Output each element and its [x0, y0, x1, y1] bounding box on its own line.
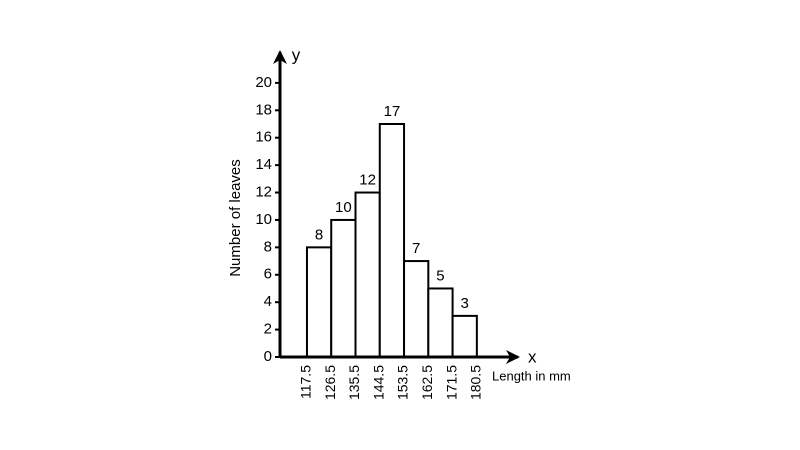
y-tick-label: 14 [255, 156, 272, 173]
y-tick-label: 10 [255, 211, 272, 228]
y-axis-label: Number of leaves [227, 159, 244, 277]
y-axis-name: y [292, 45, 301, 64]
x-tick-label: 144.5 [370, 365, 386, 400]
bar [330, 218, 357, 358]
x-tick-label: 180.5 [468, 365, 484, 400]
x-axis-name: x [528, 347, 537, 366]
y-tick-label: 12 [255, 184, 272, 201]
y-tick-label: 18 [255, 101, 272, 118]
bar [403, 260, 430, 358]
y-tick-label: 8 [264, 238, 272, 255]
bar [378, 123, 406, 358]
y-tick-label: 0 [264, 348, 272, 365]
x-tick-label: 135.5 [346, 365, 362, 400]
x-tick-label: 117.5 [298, 365, 314, 399]
bar [354, 191, 381, 358]
bar [427, 287, 454, 358]
data-label: 10 [335, 199, 352, 216]
y-arrow [273, 50, 287, 64]
x-arrow [506, 350, 520, 364]
bar [305, 246, 333, 359]
x-axis-label: Length in mm [492, 368, 571, 383]
y-tick-label: 6 [264, 266, 272, 283]
x-tick-label: 153.5 [395, 365, 411, 400]
bar [451, 314, 478, 359]
data-label: 5 [436, 267, 444, 284]
x-tick-label: 171.5 [443, 365, 459, 400]
x-tick-label: 162.5 [419, 365, 435, 400]
data-label: 17 [384, 103, 401, 120]
data-label: 8 [315, 226, 323, 243]
y-tick-label: 4 [264, 293, 272, 310]
data-label: 7 [412, 240, 420, 257]
data-label: 12 [359, 172, 376, 189]
y-tick-label: 2 [264, 321, 272, 338]
x-tick-label: 126.5 [322, 365, 338, 400]
y-tick-label: 16 [255, 129, 272, 146]
y-tick-label: 20 [255, 74, 272, 91]
data-label: 3 [461, 295, 469, 312]
